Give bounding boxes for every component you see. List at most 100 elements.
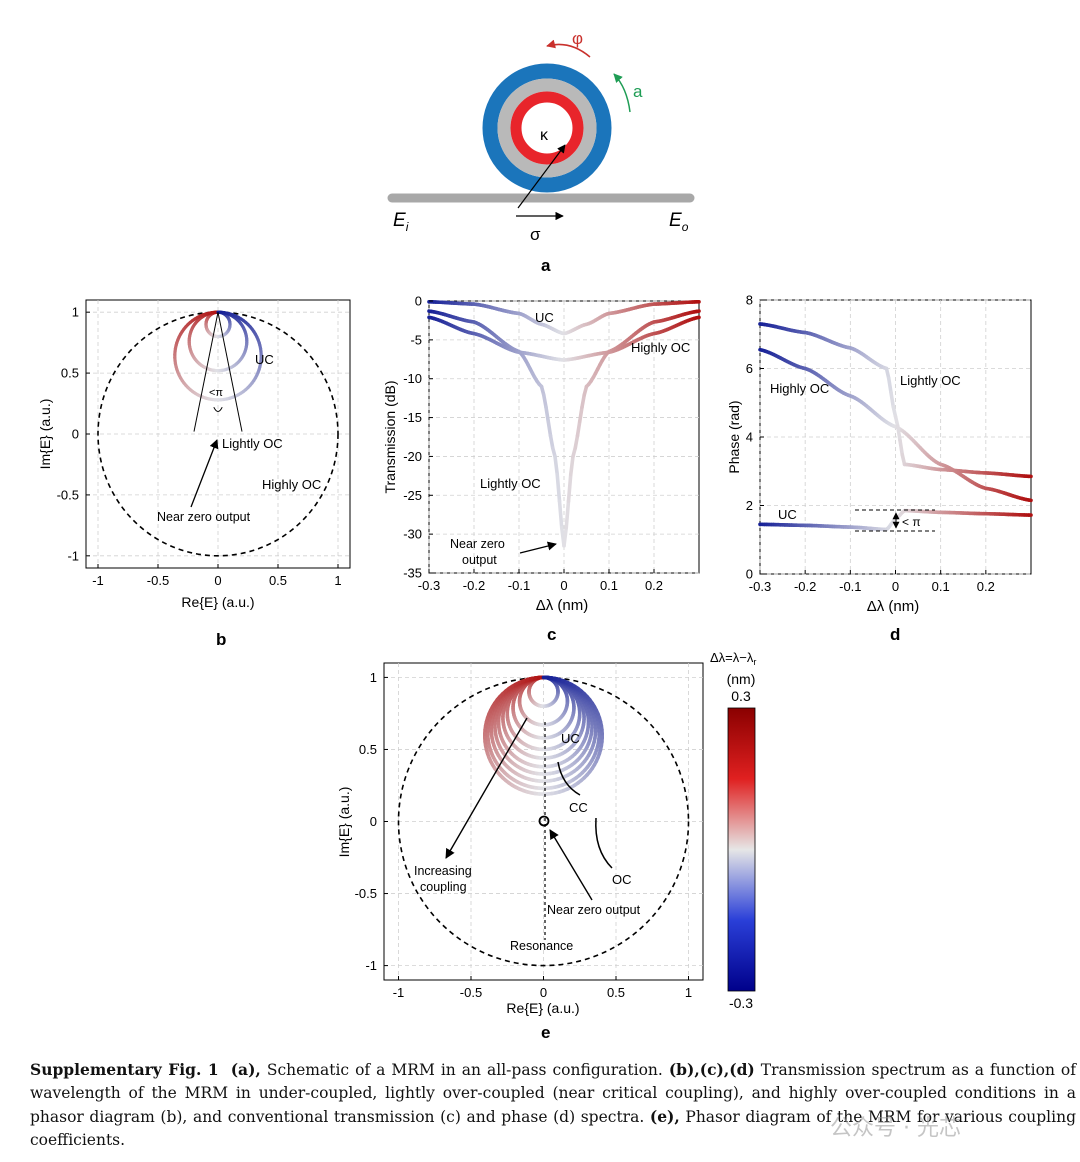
panel-d-xtick-label-1: -0.2 — [794, 579, 816, 594]
caption-bcd-text: Transmission spectrum as a function of w… — [30, 1061, 1077, 1126]
colorbar-title-line2: (nm) — [727, 671, 756, 687]
panel-e-origin-marker — [538, 815, 550, 827]
panel-c-xtick-label-0: -0.3 — [418, 578, 440, 593]
panel-c-ylabel: Transmission (dB) — [382, 380, 398, 493]
panel-e-ytick-label-4: -1 — [365, 958, 377, 973]
panel-c-ytick-label-5: -25 — [403, 488, 422, 503]
panel-d-highly-label: Highly OC — [770, 381, 829, 396]
caption-a-text: Schematic of a MRM in an all-pass config… — [260, 1061, 669, 1079]
a-label: a — [633, 82, 643, 101]
panel-c-lightly-oc-seg — [568, 454, 575, 477]
panel-c-lightly-oc-seg — [566, 472, 573, 503]
panel-c-nearzero-label2: output — [462, 553, 497, 567]
panel-e-xlabel: Re{E} (a.u.) — [506, 1000, 579, 1016]
panel-b-angle-arc — [213, 406, 223, 412]
panel-b-xtick-label-4: 1 — [334, 573, 341, 588]
panel-d-xlabel: Δλ (nm) — [867, 598, 920, 615]
caption-a-label: (a), — [230, 1060, 261, 1079]
panel-c-lightly-oc-seg — [573, 433, 580, 450]
panel-c-xlabel: Δλ (nm) — [536, 597, 589, 614]
panel-e-increasing-label2: coupling — [420, 880, 467, 894]
panel-c-nearzero-arrow — [519, 541, 557, 554]
panel-e-increasing-label1: Increasing — [414, 864, 472, 878]
panel-c-lightly-oc-seg — [555, 472, 562, 503]
panel-e-xtick-label-0: -1 — [393, 985, 405, 1000]
panel-d-ytick-label-4: 0 — [746, 567, 753, 582]
panel-b-highly-label: Highly OC — [262, 477, 321, 492]
panel-b-grid — [86, 300, 350, 568]
panel-c-transmission: -0.3 -0.2 -0.1 0 0.1 0.2 0 -5 -10 -15 -20 -25 -30 -35… — [382, 294, 701, 644]
panel-b-curves — [97, 310, 339, 557]
panel-c-ytick-label-2: -10 — [403, 371, 422, 386]
kappa-label: κ — [540, 127, 549, 144]
panel-d-ytick-label-0: 8 — [746, 293, 753, 308]
panel-e-cc-label: CC — [569, 800, 588, 815]
eo-label: Eo — [669, 210, 689, 234]
panel-c-ytick-label-6: -30 — [403, 527, 422, 542]
panel-c-ytick-label-3: -15 — [403, 410, 422, 425]
ring-outer-blue — [482, 63, 612, 193]
panel-e-oc-bracket — [595, 817, 613, 869]
colorbar-title-line1: Δλ=λ−λr — [710, 650, 756, 667]
phi-arrow — [546, 39, 591, 58]
panel-e-unit-circle — [397, 676, 690, 967]
panel-b-angle-line-left — [193, 312, 219, 432]
panel-b-xlabel: Re{E} (a.u.) — [181, 594, 254, 610]
panel-label-e: e — [541, 1023, 550, 1042]
panel-d-lightly-oc-seg — [898, 438, 905, 457]
panel-c-ytick-label-1: -5 — [410, 332, 422, 347]
panel-e-grid — [384, 663, 703, 980]
panel-e-uc-label: UC — [561, 731, 580, 746]
panel-e-nearzero-label: Near zero output — [547, 903, 641, 917]
panel-e-xtick-label-2: 0 — [540, 985, 547, 1000]
panel-b-ytick-label-2: 0 — [72, 427, 79, 442]
panel-e-ytick-label-1: 0.5 — [359, 742, 377, 757]
panel-b-xtick-label-1: -0.5 — [147, 573, 169, 588]
panel-d-pi-label: < π — [902, 515, 921, 529]
panel-e-ticks: -1 -0.5 0 0.5 1 1 0.5 0 -0.5 -1 — [355, 670, 693, 1000]
panel-c-lightly-label: Lightly OC — [480, 476, 541, 491]
panel-c-ytick-label-0: 0 — [415, 294, 422, 309]
panel-d-ytick-label-3: 2 — [746, 498, 753, 513]
panel-c-lightly-oc-seg — [580, 393, 587, 410]
panel-d-xtick-label-5: 0.2 — [977, 579, 995, 594]
phi-label: φ — [572, 29, 583, 48]
panel-d-ticks: -0.3 -0.2 -0.1 0 0.1 0.2 8 6 4 2 0 — [746, 293, 995, 595]
panel-c-lightly-oc-seg — [553, 454, 560, 477]
panel-e-oc-label: OC — [612, 872, 632, 887]
kappa-arrow — [517, 144, 566, 209]
panel-e-ytick-label-2: 0 — [370, 814, 377, 829]
panel-c-uc-label: UC — [535, 310, 554, 325]
panel-b-ytick-label-0: 1 — [72, 305, 79, 320]
panel-e-nearzero-arrow — [549, 829, 593, 901]
panel-d-xtick-label-2: -0.1 — [839, 579, 861, 594]
panel-c-lightly-oc-seg — [577, 405, 584, 424]
panel-c-nearzero-label1: Near zero — [450, 537, 505, 551]
panel-c-xtick-label-5: 0.2 — [645, 578, 663, 593]
panel-e-xtick-label-1: -0.5 — [460, 985, 482, 1000]
panel-d-xtick-label-3: 0 — [892, 579, 899, 594]
colorbar-max-label: 0.3 — [731, 688, 751, 704]
panel-d-ytick-label-2: 4 — [746, 430, 753, 445]
panel-d-ytick-label-1: 6 — [746, 361, 753, 376]
colorbar-min-label: -0.3 — [729, 995, 753, 1011]
figure-caption: Supplementary Fig. 1 (a), Schematic of a… — [30, 1058, 1076, 1152]
caption-e-text: Phasor diagram of the MRM for various co… — [30, 1108, 1076, 1149]
caption-e-label: (e), — [649, 1107, 680, 1126]
panel-c-lightly-oc-seg — [544, 405, 551, 424]
panel-e-resonance-label: Resonance — [510, 939, 573, 953]
panel-d-curves — [758, 322, 1033, 532]
panel-b-phasor: -1 -0.5 0 0.5 110.50-0.5-1 UC <π Lightly OC … — [37, 299, 351, 649]
panel-c-xtick-label-4: 0.1 — [600, 578, 618, 593]
panel-c-lightly-oc-seg — [564, 499, 571, 530]
panel-d-phase: -0.3 -0.2 -0.1 0 0.1 0.2 8 6 4 2 0 Highly OC Light… — [726, 293, 1033, 644]
caption-bcd-label: (b),(c),(d) — [668, 1060, 755, 1079]
panel-e-xtick-label-3: 0.5 — [607, 985, 625, 1000]
panel-d-xtick-label-4: 0.1 — [932, 579, 950, 594]
panel-b-ytick-label-4: -1 — [67, 548, 79, 563]
panel-b-uc-label: UC — [255, 352, 274, 367]
panel-d-xtick-label-0: -0.3 — [749, 579, 771, 594]
panel-c-xtick-label-1: -0.2 — [463, 578, 485, 593]
caption-fig-label: Supplementary Fig. 1 — [30, 1060, 219, 1079]
panel-c-lightly-oc-seg — [562, 525, 569, 548]
